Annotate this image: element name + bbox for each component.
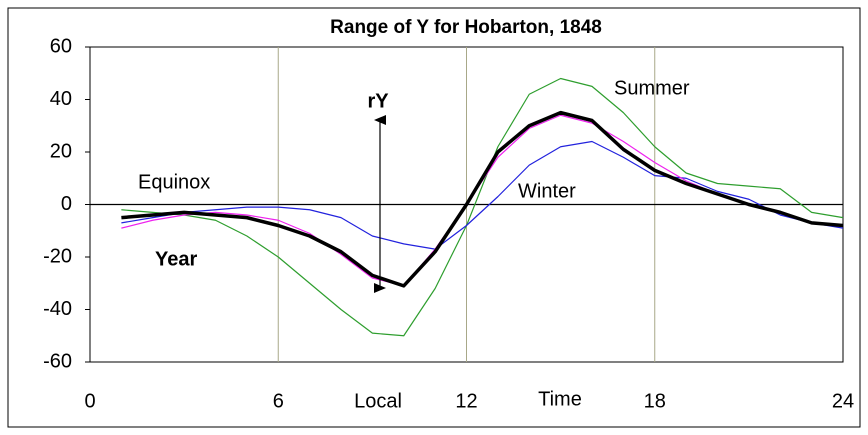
y-tick-label: -20 <box>43 245 72 267</box>
annotation: Time <box>538 388 582 410</box>
y-tick-label: 60 <box>50 35 72 57</box>
x-tick-label: 18 <box>644 390 666 412</box>
x-tick-label: 0 <box>84 390 95 412</box>
x-tick-label: 24 <box>832 390 854 412</box>
x-tick-label: 12 <box>455 390 477 412</box>
annotation: Local <box>354 390 402 412</box>
y-tick-label: 0 <box>61 193 72 215</box>
chart-title: Range of Y for Hobarton, 1848 <box>330 17 602 38</box>
y-tick-label: -60 <box>43 350 72 372</box>
y-tick-label: 20 <box>50 140 72 162</box>
series-line <box>121 110 844 288</box>
series-line <box>121 140 844 250</box>
series-label: Year <box>155 248 197 270</box>
y-tick-label: 40 <box>50 88 72 110</box>
series-label: Summer <box>614 77 690 99</box>
series-label: Equinox <box>138 171 210 193</box>
x-tick-label: 6 <box>273 390 284 412</box>
y-tick-label: -40 <box>43 298 72 320</box>
annotation: rY <box>367 90 389 112</box>
series-line <box>121 77 844 337</box>
series-label: Winter <box>518 180 576 202</box>
